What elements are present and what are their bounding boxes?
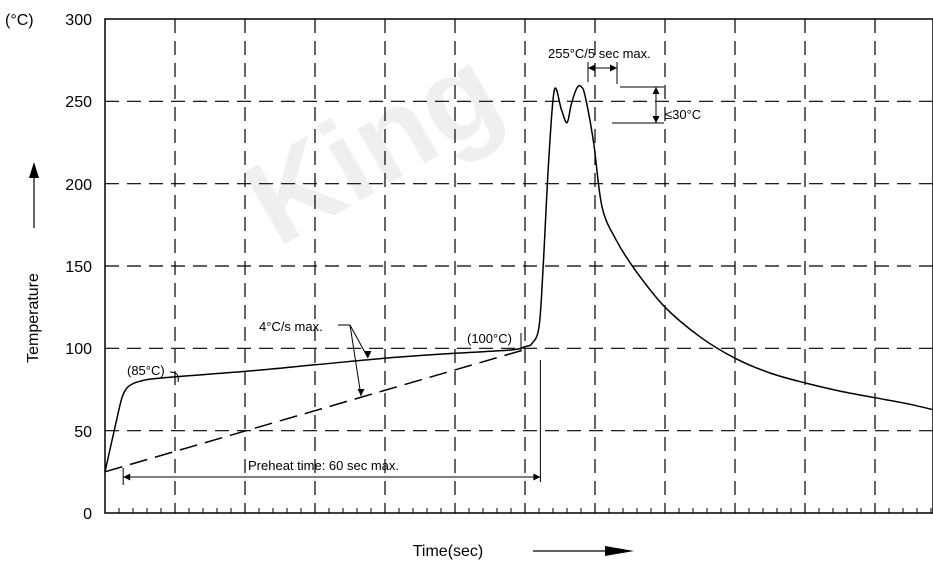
series-layer	[104, 84, 933, 473]
dip-annotation: ≤30°C	[665, 107, 701, 122]
ramp-leader-to-profile	[349, 324, 369, 359]
dimension-lines	[122, 62, 664, 485]
p100-annotation: (100°C)	[467, 331, 512, 346]
preheat-annotation: Preheat time: 60 sec max.	[248, 458, 399, 473]
peak-width-arrow-right	[610, 64, 617, 72]
x-axis-arrow-head	[605, 546, 634, 556]
ytick-label-0: 0	[83, 506, 92, 523]
ramp-arrow-limit	[357, 389, 365, 396]
p85-annotation: (85°C)	[127, 363, 165, 378]
preheat-arrow-left	[123, 473, 131, 481]
ytick-label-300: 300	[65, 12, 92, 29]
ytick-label-250: 250	[65, 94, 92, 111]
grid	[105, 19, 933, 513]
x-axis-ticks	[118, 508, 932, 513]
preheat-arrow-right	[533, 473, 541, 481]
watermark: King	[224, 21, 522, 270]
ramp-limit-line	[104, 347, 530, 473]
reflow-profile-line	[104, 84, 933, 472]
ramp-arrow-profile	[364, 351, 372, 358]
ytick-label-150: 150	[65, 259, 92, 276]
dip-arrow-top	[652, 87, 660, 94]
ytick-label-100: 100	[65, 341, 92, 358]
ramp-annotation: 4°C/s max.	[259, 319, 323, 334]
p85-leader	[169, 371, 179, 383]
y-axis-arrow-head	[29, 162, 39, 178]
y-axis-label: Temperature	[25, 273, 42, 363]
y-unit-label: (°C)	[5, 12, 34, 29]
ytick-label-200: 200	[65, 177, 92, 194]
ramp-leader-to-limit	[349, 324, 362, 397]
peak-annotation: 255°C/5 sec max.	[548, 46, 651, 61]
peak-width-arrow-left	[588, 64, 595, 72]
x-axis-label: Time(sec)	[413, 543, 484, 560]
ytick-label-50: 50	[74, 424, 92, 441]
plot-frame	[104, 18, 933, 514]
dip-arrow-bottom	[652, 116, 660, 123]
